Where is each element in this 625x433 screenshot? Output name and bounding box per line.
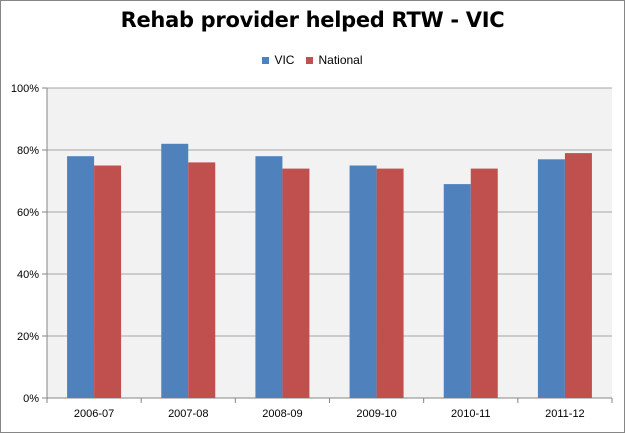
x-tick-label: 2011-12 [545, 408, 585, 420]
x-tick-label: 2006-07 [74, 408, 114, 420]
x-tick-label: 2010-11 [451, 408, 491, 420]
y-tick-label: 60% [17, 207, 39, 219]
x-tick-label: 2008-09 [262, 408, 302, 420]
x-tick-label: 2007-08 [168, 408, 208, 420]
bar-vic-2009-10 [349, 165, 377, 398]
bar-national-2010-11 [470, 168, 498, 398]
legend-swatch-national [306, 56, 314, 64]
bar-vic-2011-12 [537, 159, 565, 398]
bar-national-2008-09 [282, 168, 310, 398]
legend-label-national: National [318, 53, 363, 67]
plot-area [47, 88, 612, 398]
bar-vic-2008-09 [255, 156, 283, 398]
y-tick-label: 40% [17, 269, 39, 281]
bar-national-2006-07 [94, 165, 122, 398]
y-tick-label: 0% [23, 393, 39, 405]
legend-item-national: National [306, 53, 363, 67]
legend-item-vic: VIC [262, 53, 294, 67]
x-tick-label: 2009-10 [356, 408, 396, 420]
y-tick-label: 80% [17, 145, 39, 157]
bar-vic-2007-08 [161, 143, 189, 398]
chart-legend: VIC National [0, 53, 625, 67]
legend-swatch-vic [262, 56, 270, 64]
y-tick-label: 20% [17, 331, 39, 343]
chart-title: Rehab provider helped RTW - VIC [120, 8, 505, 32]
bar-vic-2006-07 [67, 156, 95, 398]
bar-national-2007-08 [188, 162, 216, 398]
y-tick-label: 100% [11, 83, 39, 95]
bar-national-2011-12 [564, 153, 592, 398]
bar-national-2009-10 [376, 168, 404, 398]
legend-label-vic: VIC [274, 53, 295, 67]
bar-vic-2010-11 [443, 184, 471, 398]
